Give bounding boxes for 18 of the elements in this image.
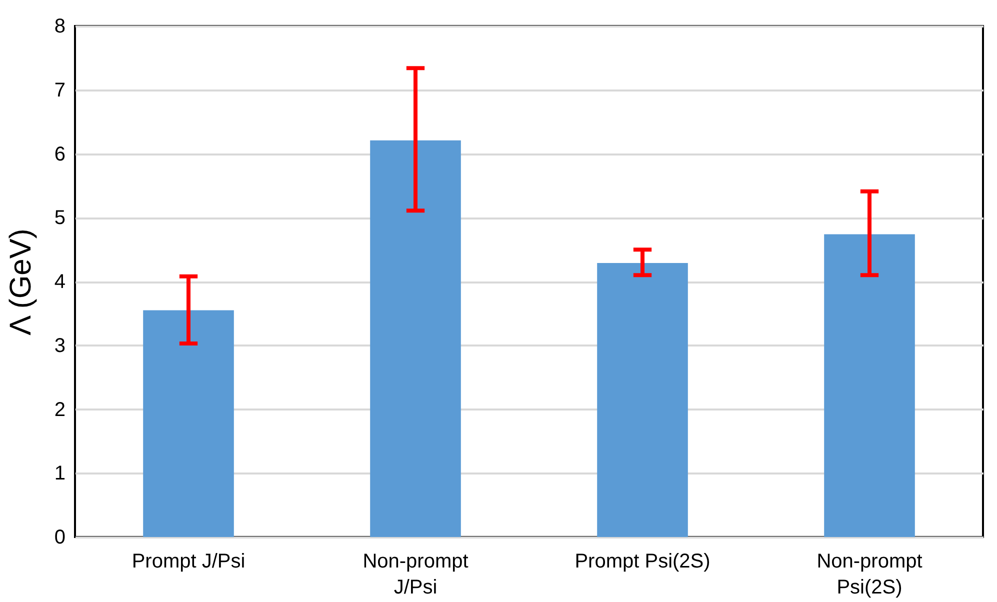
- y-tick-label: 2: [54, 398, 66, 421]
- y-tick-label: 8: [54, 16, 66, 38]
- y-tick-label: 5: [54, 207, 66, 230]
- y-axis-title: Λ (GeV): [4, 228, 38, 336]
- y-tick-label: 3: [54, 334, 66, 357]
- x-tick-label: Prompt Psi(2S): [574, 550, 710, 572]
- x-tick-label: Non-prompt Psi(2S): [816, 550, 923, 598]
- bar: [143, 310, 234, 537]
- bar: [370, 140, 461, 537]
- y-tick-label: 0: [54, 526, 66, 548]
- y-tick-label: 1: [54, 462, 66, 485]
- x-tick-label: Prompt J/Psi: [132, 550, 246, 572]
- y-tick-label: 6: [54, 143, 66, 166]
- y-tick-label: 4: [54, 271, 66, 293]
- bar: [597, 262, 688, 537]
- y-tick-label: 7: [54, 79, 66, 102]
- x-tick-label: Non-prompt J/Psi: [362, 550, 469, 598]
- bar: [824, 234, 915, 537]
